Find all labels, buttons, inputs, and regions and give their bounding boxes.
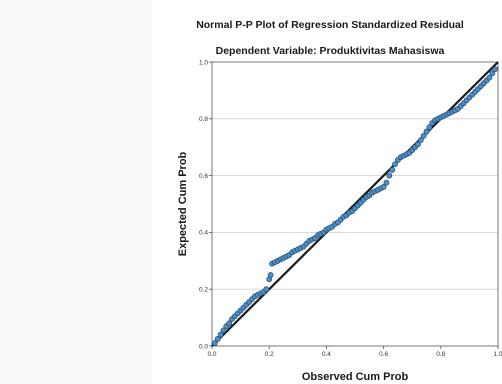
y-tick-label: 1.0 (199, 59, 208, 66)
x-tick-label: 1.0 (493, 351, 502, 358)
data-point (417, 137, 424, 143)
data-point (380, 184, 387, 190)
data-point (420, 132, 427, 139)
axis-ticks: 0.0 0.2 0.4 0.6 0.8 1.0 0.0 0.2 0.4 0.6 0.8 1.0 (199, 59, 502, 358)
data-point (392, 161, 398, 168)
x-tick-label: 0.0 (207, 351, 216, 358)
x-tick-label: 0.8 (436, 351, 445, 358)
data-point (383, 179, 390, 186)
reference-line (211, 61, 499, 347)
chart-subtitle: Dependent Variable: Produktivitas Mahasi… (216, 45, 445, 57)
data-point (415, 141, 421, 148)
data-point (489, 70, 496, 77)
data-point (220, 327, 227, 334)
data-point (263, 286, 270, 293)
data-point (386, 172, 393, 179)
x-axis-label: Observed Cum Prob (302, 371, 409, 383)
grid-lines (212, 118, 498, 290)
data-point (211, 340, 218, 347)
chart-title: Normal P-P Plot of Regression Standardiz… (196, 19, 464, 31)
y-tick-label: 0.2 (199, 287, 208, 294)
data-point (423, 128, 430, 135)
data-points (211, 66, 499, 347)
x-tick-label: 0.2 (265, 351, 274, 358)
y-tick-label: 0.4 (199, 230, 208, 237)
x-tick-label: 0.6 (379, 351, 388, 358)
data-point (492, 66, 499, 72)
y-tick-label: 0.0 (199, 343, 208, 350)
data-point (389, 167, 396, 173)
data-point (267, 272, 274, 278)
x-tick-label: 0.4 (322, 351, 331, 358)
data-point (217, 331, 224, 338)
data-point (214, 335, 221, 342)
y-tick-label: 0.8 (199, 116, 208, 123)
left-blank-panel (0, 0, 152, 384)
y-axis-label: Expected Cum Prob (177, 151, 189, 256)
y-tick-label: 0.6 (199, 173, 208, 180)
data-point (226, 320, 233, 327)
data-point (486, 74, 493, 81)
data-point (426, 124, 433, 131)
plot-frame (211, 61, 499, 347)
